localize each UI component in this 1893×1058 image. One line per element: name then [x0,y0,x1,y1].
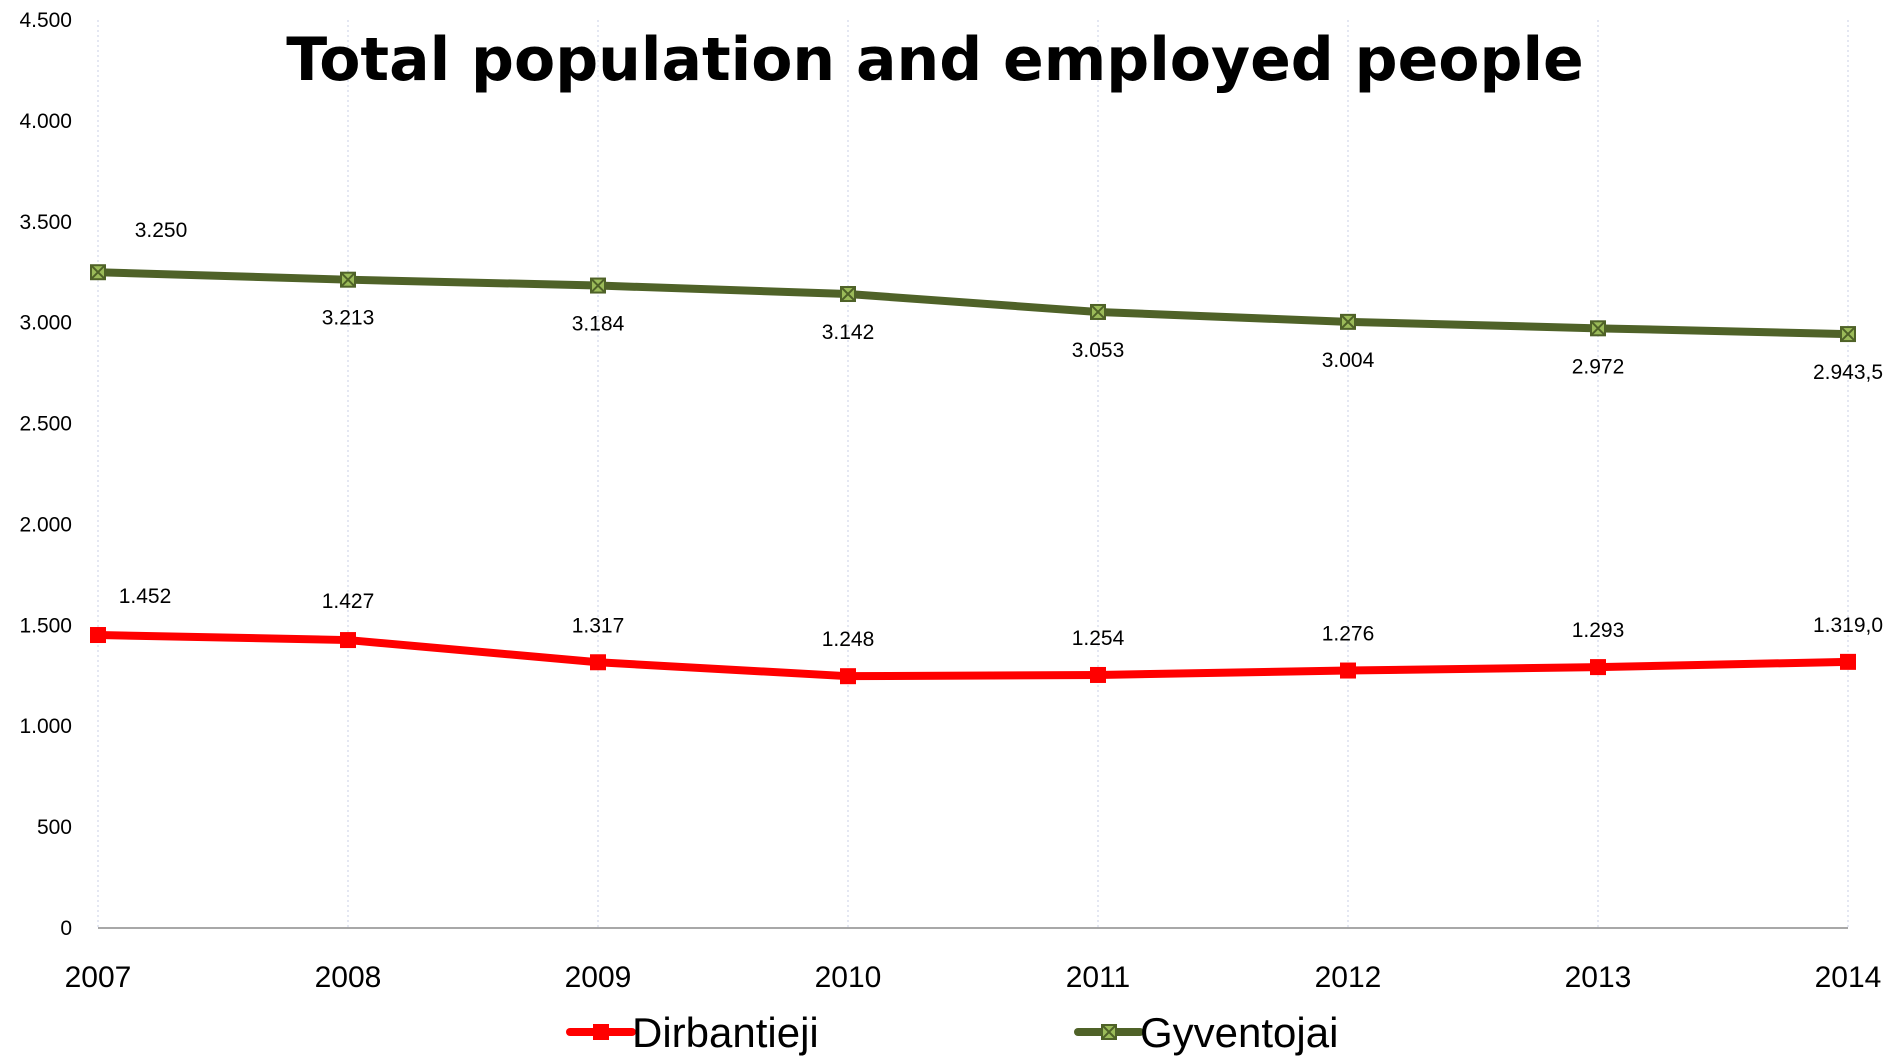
data-point-gyventojai-2014 [1840,326,1856,343]
data-label: 3.250 [135,219,188,242]
legend-swatch-marker [1101,1024,1117,1040]
x-tick-label: 2010 [815,961,882,994]
data-label: 3.213 [322,307,375,330]
data-point-dirbantieji-2013 [1590,659,1606,676]
data-label: 3.004 [1322,349,1375,372]
series-line-dirbantieji [94,631,1852,681]
data-point-dirbantieji-2007 [90,627,106,644]
data-point-dirbantieji-2008 [340,632,356,649]
data-point-gyventojai-2009 [590,277,606,294]
data-point-gyventojai-2009-cross [590,277,606,294]
data-point-gyventojai-2014-cross [1840,326,1856,342]
data-point-dirbantieji-2008-cross [340,632,356,648]
y-tick-label: 2.500 [19,413,72,436]
data-point-dirbantieji-2013-cross [1590,659,1606,675]
y-tick-label: 500 [37,816,72,839]
chart-title: Total population and employed people [286,25,1583,95]
data-label: 1.254 [1072,627,1125,650]
data-label: 1.319,0 [1813,614,1883,637]
data-point-gyventojai-2012 [1340,313,1356,330]
data-point-dirbantieji-2014-cross [1840,654,1856,670]
data-label: 1.452 [119,585,172,608]
data-point-dirbantieji-2011-cross [1090,667,1106,683]
grid-layer [97,20,1849,928]
y-tick-label: 3.500 [19,211,72,234]
data-label: 1.293 [1572,619,1625,642]
x-tick-label: 2013 [1565,961,1632,994]
data-point-dirbantieji-2012 [1340,662,1356,679]
data-point-gyventojai-2013-cross [1590,320,1606,337]
data-label-layer: 1.452 1.427 1.317 1.248 1.254 1.276 1.293 1.319… [119,219,1883,651]
series-layer [90,264,1856,685]
data-point-gyventojai-2011-cross [1090,304,1106,320]
data-point-dirbantieji-2011 [1090,666,1106,683]
data-point-dirbantieji-2010-cross [840,668,856,684]
legend-label: Dirbantieji [632,1009,819,1056]
data-label: 3.142 [822,321,875,344]
x-tick-label: 2009 [565,961,632,994]
legend: Dirbantieji Gyventojai [566,1009,1338,1056]
legend-item-dirbantieji: Dirbantieji [566,1009,819,1056]
data-point-dirbantieji-2009 [590,654,606,671]
data-point-gyventojai-2012-cross [1340,314,1356,330]
legend-swatch-marker-cross [1101,1024,1117,1040]
x-tick-label: 2007 [65,961,132,994]
data-point-dirbantieji-2009-cross [590,654,606,670]
legend-swatch-marker [593,1024,609,1040]
y-tick-label: 1.500 [19,614,72,637]
y-tick-label: 4.500 [19,9,72,32]
x-tick-label: 2012 [1315,961,1382,994]
x-tick-label: 2014 [1815,961,1882,994]
data-point-dirbantieji-2010 [840,668,856,685]
data-point-dirbantieji-2012-cross [1340,662,1356,679]
data-point-gyventojai-2010-cross [840,286,856,302]
data-label: 1.248 [822,628,875,651]
data-point-dirbantieji-2014 [1840,653,1856,670]
data-point-gyventojai-2010 [840,286,856,303]
axis-layer: 0 500 1.000 1.500 2.000 2.500 3.000 3.500 4.000 4… [19,9,1881,994]
y-tick-label: 0 [60,917,72,940]
data-label: 2.972 [1572,355,1625,378]
y-tick-label: 3.000 [19,312,72,335]
legend-label: Gyventojai [1140,1009,1338,1056]
y-tick-label: 1.000 [19,715,72,738]
data-point-gyventojai-2013 [1590,320,1606,337]
series-line-gyventojai [94,268,1852,339]
data-label: 3.053 [1072,339,1125,362]
data-point-gyventojai-2011 [1090,303,1106,320]
data-point-gyventojai-2007-cross [90,264,106,280]
x-tick-label: 2011 [1066,961,1131,994]
data-point-gyventojai-2008 [340,271,356,288]
data-label: 2.943,5 [1813,361,1883,384]
y-tick-label: 4.000 [19,110,72,133]
data-point-dirbantieji-2007-cross [90,627,106,643]
data-label: 1.427 [322,590,375,613]
data-label: 3.184 [572,313,625,336]
x-tick-label: 2008 [315,961,382,994]
data-label: 1.276 [1322,623,1375,646]
data-point-gyventojai-2008-cross [340,271,356,288]
data-label: 1.317 [572,614,625,637]
y-tick-label: 2.000 [19,513,72,536]
data-point-gyventojai-2007 [90,264,106,281]
legend-item-gyventojai: Gyventojai [1074,1009,1338,1056]
legend-swatch-marker-cross [593,1024,609,1040]
